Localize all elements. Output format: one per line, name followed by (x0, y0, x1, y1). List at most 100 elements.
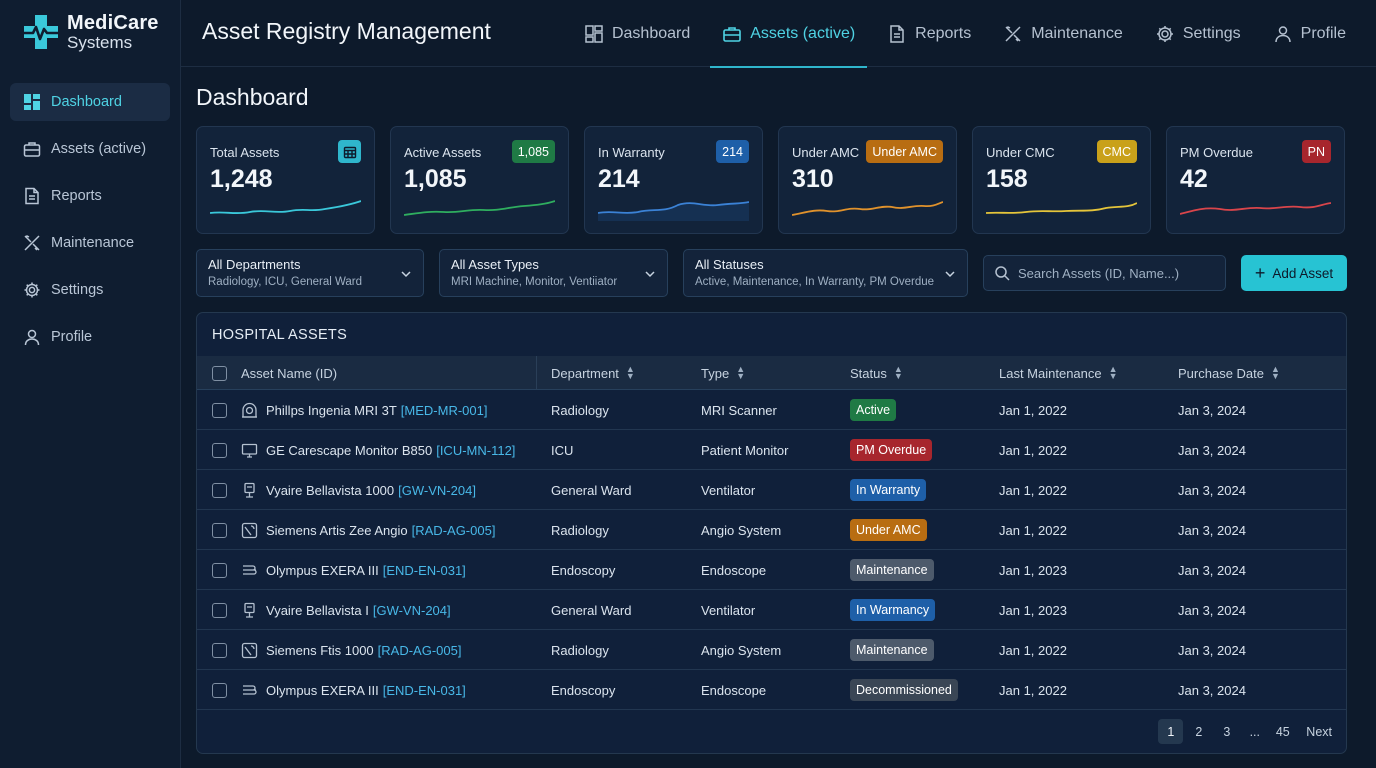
asset-name[interactable]: Vyaire Bellavista 1000 (266, 482, 395, 498)
stat-label: PM Overdue (1180, 145, 1253, 160)
col-asset-name[interactable]: Asset Name (ID) (241, 356, 337, 390)
row-checkbox[interactable] (212, 602, 227, 618)
stat-label: Active Assets (404, 145, 482, 160)
select-all-checkbox[interactable] (212, 365, 227, 381)
sidebar-item-maintenance[interactable]: Maintenance (10, 224, 170, 262)
table-row[interactable]: GE Carescape Monitor B850 [ICU-MN-112] ICU… (197, 430, 1346, 470)
type-cell: Endoscope (701, 682, 767, 698)
asset-id[interactable]: [ICU-MN-112] (436, 442, 516, 458)
status-filter[interactable]: All Statuses Active, Maintenance, In War… (683, 249, 968, 297)
page-2[interactable]: 2 (1195, 724, 1203, 739)
type-cell: MRI Scanner (701, 402, 777, 418)
last-maintenance-cell: Jan 1, 2022 (999, 522, 1067, 538)
plus-icon: + (1254, 263, 1266, 283)
page-45[interactable]: 45 (1275, 724, 1290, 739)
asset-id[interactable]: [MED-MR-001] (400, 402, 488, 418)
asset-id[interactable]: [GW-VN-204] (372, 602, 451, 618)
page-ellipsis: ... (1249, 724, 1260, 739)
next-page-button[interactable]: Next (1306, 724, 1332, 739)
status-badge: Decommissioned (850, 679, 958, 701)
page-3[interactable]: 3 (1223, 724, 1231, 739)
asset-id[interactable]: [END-EN-031] (382, 562, 466, 578)
asset-id[interactable]: [END-EN-031] (382, 682, 466, 698)
add-asset-button[interactable]: + Add Asset (1241, 255, 1347, 291)
table-row[interactable]: Siemens Ftis 1000 [RAD-AG-005] Radiology An… (197, 630, 1346, 670)
asset-name[interactable]: Vyaire Bellavista I (266, 602, 369, 618)
tab-settings[interactable]: Settings (1143, 0, 1253, 67)
status-badge: In Warranty (850, 479, 927, 501)
search-input[interactable] (1018, 265, 1218, 281)
stat-badge: CMC (1096, 140, 1137, 163)
row-checkbox[interactable] (212, 642, 227, 658)
last-maintenance-cell: Jan 1, 2022 (999, 642, 1067, 658)
row-checkbox[interactable] (212, 522, 227, 538)
filter-options: Active, Maintenance, In Warranty, PM Ove… (695, 276, 935, 288)
tab-label: Assets (active) (750, 24, 856, 42)
table-row[interactable]: Siemens Artis Zee Angio [RAD-AG-005] Radio… (197, 510, 1346, 550)
stat-card-total-assets[interactable]: Total Assets 1,248 (196, 126, 375, 234)
wrench-icon (24, 234, 40, 251)
stat-card-pm-overdue[interactable]: PM Overdue 42 PN (1166, 126, 1345, 234)
stat-card-under-amc[interactable]: Under AMC 310 Under AMC (778, 126, 957, 234)
row-checkbox[interactable] (212, 402, 227, 418)
asset-id[interactable]: [RAD-AG-005] (411, 522, 496, 538)
tab-maintenance[interactable]: Maintenance (991, 0, 1135, 67)
chevron-down-icon (401, 271, 411, 278)
table-row[interactable]: Phillps Ingenia MRI 3T [MED-MR-001] Radiol… (197, 390, 1346, 430)
search-box (983, 255, 1226, 291)
asset-name[interactable]: Phillps Ingenia MRI 3T (266, 402, 397, 418)
stat-value: 214 (598, 165, 640, 193)
table-row[interactable]: Vyaire Bellavista 1000 [GW-VN-204] General… (197, 470, 1346, 510)
page-1[interactable]: 1 (1158, 719, 1184, 744)
type-cell: Patient Monitor (701, 442, 789, 458)
tab-profile[interactable]: Profile (1261, 0, 1358, 67)
sidebar-item-settings[interactable]: Settings (10, 271, 170, 309)
asset-name[interactable]: Olympus EXERA III (266, 682, 379, 698)
asset-name[interactable]: Siemens Ftis 1000 (266, 642, 374, 658)
purchase-date-cell: Jan 3, 2024 (1178, 442, 1246, 458)
tab-assets[interactable]: Assets (active) (710, 0, 868, 68)
asset-type-filter[interactable]: All Asset Types MRI Machine, Monitor, Ve… (439, 249, 668, 297)
asset-name[interactable]: GE Carescape Monitor B850 (266, 442, 433, 458)
stat-badge: Under AMC (866, 140, 943, 163)
stat-label: In Warranty (598, 145, 665, 160)
col-department[interactable]: Department ▲ ▼ (551, 356, 635, 390)
stat-card-active-assets[interactable]: Active Assets 1,085 1,085 (390, 126, 569, 234)
row-checkbox[interactable] (212, 442, 227, 458)
asset-id[interactable]: [RAD-AG-005] (377, 642, 462, 658)
tab-reports[interactable]: Reports (875, 0, 983, 67)
col-type[interactable]: Type ▲ ▼ (701, 356, 745, 390)
col-purchase-date[interactable]: Purchase Date ▲ ▼ (1178, 356, 1280, 390)
department-cell: General Ward (551, 482, 632, 498)
asset-name[interactable]: Olympus EXERA III (266, 562, 379, 578)
endoscope-icon (241, 562, 258, 579)
stat-card-under-cmc[interactable]: Under CMC 158 CMC (972, 126, 1151, 234)
department-filter[interactable]: All Departments Radiology, ICU, General … (196, 249, 424, 297)
table-row[interactable]: Olympus EXERA III [END-EN-031] Endoscopy En… (197, 550, 1346, 590)
brand-logo[interactable]: MediCare Systems (22, 13, 159, 51)
col-status[interactable]: Status ▲ ▼ (850, 356, 903, 390)
asset-id[interactable]: [GW-VN-204] (398, 482, 476, 498)
last-maintenance-cell: Jan 1, 2023 (999, 562, 1067, 578)
sidebar-item-assets[interactable]: Assets (active) (10, 130, 170, 168)
tab-dashboard[interactable]: Dashboard (572, 0, 702, 67)
sidebar-item-profile[interactable]: Profile (10, 318, 170, 356)
sidebar-item-reports[interactable]: Reports (10, 177, 170, 215)
col-last-maintenance[interactable]: Last Maintenance ▲ ▼ (999, 356, 1118, 390)
row-checkbox[interactable] (212, 482, 227, 498)
table-row[interactable]: Olympus EXERA III [END-EN-031] Endoscopy En… (197, 670, 1346, 710)
row-checkbox[interactable] (212, 682, 227, 698)
stat-badge: PN (1301, 140, 1331, 163)
stat-value: 1,248 (210, 165, 273, 193)
row-checkbox[interactable] (212, 562, 227, 578)
status-badge: Active (850, 399, 897, 421)
main-content: Dashboard Total Assets 1,248 Active Asse… (181, 67, 1376, 768)
table-row[interactable]: Vyaire Bellavista I [GW-VN-204] General Wa… (197, 590, 1346, 630)
type-cell: Endoscope (701, 562, 767, 578)
stat-label: Under AMC (792, 145, 860, 160)
stat-card-in-warranty[interactable]: In Warranty 214 214 (584, 126, 763, 234)
sidebar-item-dashboard[interactable]: Dashboard (10, 83, 170, 121)
type-cell: Angio System (701, 522, 782, 538)
sparkline-amc (792, 201, 943, 216)
asset-name[interactable]: Siemens Artis Zee Angio (266, 522, 408, 538)
